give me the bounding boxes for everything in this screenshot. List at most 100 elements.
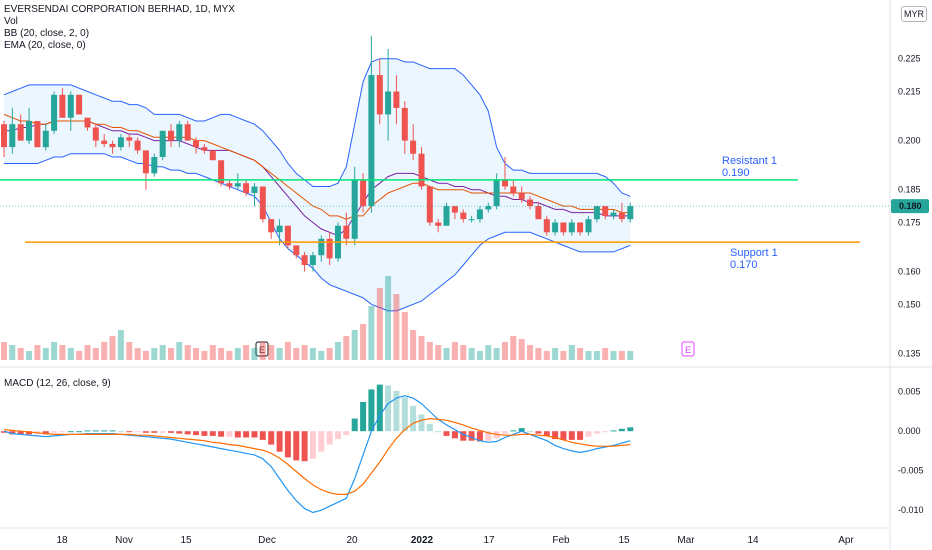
macd-histogram-bar (243, 431, 250, 438)
support-value: 0.170 (730, 259, 758, 271)
volume-bar (151, 348, 158, 360)
candle-body (234, 183, 241, 187)
candle-body (26, 121, 32, 141)
volume-bar (309, 348, 316, 360)
candle-body (343, 225, 350, 239)
price-tick-label: 0.225 (898, 54, 921, 64)
volume-bar (101, 342, 108, 360)
volume-bar (552, 348, 559, 360)
volume-bar (59, 345, 66, 360)
macd-histogram-bar (84, 430, 91, 432)
macd-histogram-bar (159, 431, 166, 433)
macd-histogram-bar (117, 431, 124, 433)
time-tick-label: 15 (180, 535, 192, 546)
macd-histogram-bar (218, 431, 225, 437)
legend-ema[interactable]: EMA (20, close, 0) (4, 40, 86, 51)
candle-body (226, 183, 233, 187)
volume-bar (410, 330, 417, 360)
volume-bar (368, 306, 375, 360)
candle-body (543, 219, 550, 233)
macd-histogram-bar (51, 431, 58, 433)
earnings-marker-label: E (259, 345, 265, 355)
macd-histogram-bar (360, 402, 367, 432)
volume-bar (176, 342, 183, 360)
time-tick-label: 17 (483, 535, 495, 546)
macd-histogram-bar (585, 431, 592, 437)
bb-lower-line (4, 153, 631, 312)
macd-histogram-bar (326, 431, 333, 445)
volume-bar (134, 348, 141, 360)
earnings-marker-box (255, 341, 269, 357)
legend-bb[interactable]: BB (20, close, 2, 0) (4, 28, 90, 39)
volume-bar (376, 288, 383, 360)
macd-histogram-bar (101, 430, 108, 432)
time-tick-label: 18 (56, 535, 68, 546)
macd-histogram-bar (151, 431, 158, 433)
candle-body (209, 150, 216, 161)
macd-histogram-bar (142, 431, 149, 433)
volume-bar (485, 345, 492, 360)
volume-bar (460, 345, 467, 360)
price-tick-label: 0.200 (898, 136, 921, 146)
candle-body (476, 209, 483, 220)
volume-bar (468, 348, 475, 360)
earnings-marker: E (681, 341, 695, 357)
candle-body (101, 140, 108, 144)
chart-title[interactable]: EVERSENDAI CORPORATION BERHAD, 1D, MYX (4, 4, 235, 15)
candle-body (243, 183, 250, 193)
candle-body (401, 107, 408, 141)
macd-histogram-bar (368, 389, 375, 432)
candle-body (552, 222, 559, 233)
macd-histogram-bar (510, 430, 517, 432)
price-tick-label: 0.160 (898, 267, 921, 277)
resistance-value: 0.190 (722, 167, 750, 179)
candle-body (9, 124, 16, 148)
macd-histogram-bar (376, 384, 383, 432)
volume-bar (126, 342, 133, 360)
macd-tick-label: -0.005 (898, 466, 924, 476)
volume-bar (76, 351, 83, 360)
candle-body (535, 206, 542, 220)
volume-bar (109, 336, 116, 360)
macd-pane[interactable] (1, 384, 634, 514)
price-tick-label: 0.150 (898, 299, 921, 309)
candle-body (460, 212, 467, 220)
candle-body (493, 179, 500, 207)
legend-vol[interactable]: Vol (4, 16, 18, 27)
candle-body (67, 94, 74, 118)
legend-macd[interactable]: MACD (12, 26, close, 9) (4, 378, 111, 389)
macd-histogram-bar (410, 405, 417, 432)
volume-bar (42, 348, 49, 360)
macd-histogram-bar (126, 431, 133, 433)
candle-body (435, 222, 442, 226)
time-tick-label: 2022 (411, 535, 434, 546)
volume-bar (26, 351, 32, 360)
price-tick-label: 0.175 (898, 217, 921, 227)
volume-bar (17, 348, 24, 360)
candle-body (627, 206, 634, 220)
macd-histogram-bar (610, 430, 617, 432)
candle-body (284, 225, 291, 246)
macd-histogram-bar (535, 431, 542, 434)
price-tick-label: 0.215 (898, 86, 921, 96)
volume-bar (493, 348, 500, 360)
candle-body (527, 199, 533, 206)
volume-bar (393, 294, 400, 360)
macd-histogram-bar (301, 431, 308, 462)
macd-tick-label: 0.000 (898, 426, 921, 436)
macd-histogram-bar (226, 431, 233, 437)
macd-histogram-bar (401, 397, 408, 432)
macd-histogram-bar (393, 390, 400, 432)
price-tick-label: 0.185 (898, 185, 921, 195)
ema-line (3, 113, 631, 220)
macd-histogram-bar (335, 431, 341, 440)
macd-histogram-bar (527, 431, 533, 433)
last-price-tag (891, 199, 929, 214)
price-pane[interactable]: Resistant 10.190 Support 10.170 E E (0, 35, 890, 357)
volume-bar (92, 348, 99, 360)
volume-bar (401, 312, 408, 360)
earnings-marker: E (255, 341, 269, 357)
candle-body (159, 130, 166, 157)
currency-badge[interactable]: MYR (901, 6, 927, 22)
